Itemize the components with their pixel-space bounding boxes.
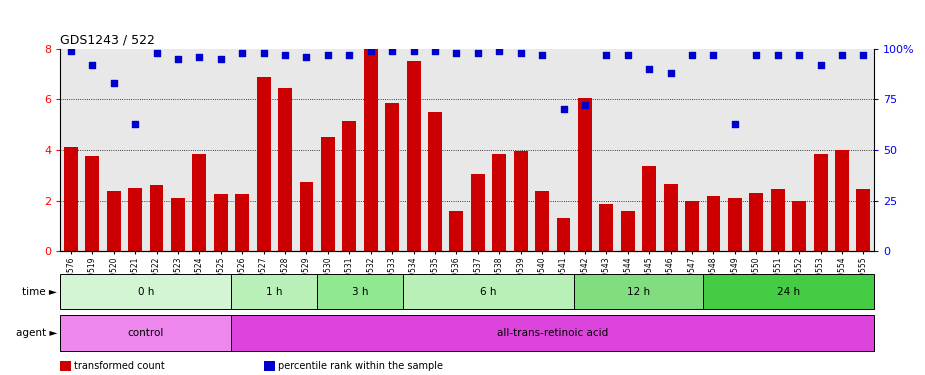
Point <box>427 48 442 54</box>
Text: percentile rank within the sample: percentile rank within the sample <box>278 361 442 371</box>
Bar <box>578 98 592 251</box>
Bar <box>642 166 656 251</box>
Text: all-trans-retinoic acid: all-trans-retinoic acid <box>497 328 609 338</box>
Point <box>320 52 335 58</box>
Point <box>813 62 828 68</box>
Bar <box>707 196 721 251</box>
Bar <box>64 147 78 251</box>
Point <box>278 52 292 58</box>
Bar <box>106 190 120 251</box>
Text: GDS1243 / 522: GDS1243 / 522 <box>60 33 155 46</box>
Point <box>642 66 657 72</box>
Bar <box>407 62 421 251</box>
Bar <box>278 88 292 251</box>
Bar <box>317 274 403 309</box>
Text: 12 h: 12 h <box>627 286 650 297</box>
Bar <box>557 218 571 251</box>
Point <box>342 52 357 58</box>
Bar <box>342 121 356 251</box>
Bar <box>231 315 874 351</box>
Point <box>471 50 486 56</box>
Bar <box>536 190 549 251</box>
Bar <box>85 156 99 251</box>
Point <box>556 106 571 112</box>
Point <box>599 52 614 58</box>
Point <box>834 52 849 58</box>
Point <box>85 62 100 68</box>
Point <box>170 56 185 62</box>
Bar <box>60 274 231 309</box>
Bar <box>129 188 142 251</box>
Point <box>513 50 528 56</box>
Point <box>727 121 742 127</box>
Bar <box>403 274 574 309</box>
Bar <box>814 154 828 251</box>
Bar <box>231 274 317 309</box>
Bar <box>300 182 314 251</box>
Bar <box>321 137 335 251</box>
Bar <box>450 211 463 251</box>
Bar <box>235 194 249 251</box>
Bar <box>792 201 806 251</box>
Bar <box>599 204 613 251</box>
Text: 24 h: 24 h <box>777 286 800 297</box>
Point <box>749 52 764 58</box>
Bar <box>492 154 506 251</box>
Point <box>149 50 164 56</box>
Bar <box>471 174 485 251</box>
Text: agent ►: agent ► <box>16 328 57 338</box>
Point <box>385 48 400 54</box>
Bar <box>428 112 442 251</box>
Bar <box>256 76 271 251</box>
Point <box>406 48 421 54</box>
Text: 3 h: 3 h <box>352 286 368 297</box>
Point <box>192 54 207 60</box>
Text: 1 h: 1 h <box>266 286 282 297</box>
Bar <box>771 189 784 251</box>
Bar <box>749 193 763 251</box>
Point <box>621 52 635 58</box>
Text: 6 h: 6 h <box>480 286 497 297</box>
Point <box>106 80 121 86</box>
Bar <box>513 151 527 251</box>
Text: 0 h: 0 h <box>138 286 154 297</box>
Bar <box>192 154 206 251</box>
Bar <box>857 189 870 251</box>
Point <box>706 52 721 58</box>
Point <box>235 50 250 56</box>
Text: control: control <box>128 328 164 338</box>
Point <box>256 50 271 56</box>
Bar <box>835 150 849 251</box>
Point <box>856 52 870 58</box>
Bar <box>621 211 635 251</box>
Point <box>128 121 142 127</box>
Point <box>449 50 463 56</box>
Point <box>64 48 79 54</box>
Point <box>792 52 807 58</box>
Bar <box>214 194 228 251</box>
Bar <box>150 186 164 251</box>
Bar <box>171 198 185 251</box>
Bar <box>685 201 699 251</box>
Point <box>577 102 592 108</box>
Bar <box>364 49 377 251</box>
Bar <box>728 198 742 251</box>
Bar <box>574 274 703 309</box>
Point <box>535 52 549 58</box>
Text: time ►: time ► <box>22 286 57 297</box>
Point <box>771 52 785 58</box>
Bar <box>663 184 678 251</box>
Bar <box>703 274 874 309</box>
Text: transformed count: transformed count <box>74 361 165 371</box>
Point <box>214 56 228 62</box>
Point <box>684 52 699 58</box>
Bar <box>60 315 231 351</box>
Bar <box>385 103 399 251</box>
Point <box>492 48 507 54</box>
Point <box>364 48 378 54</box>
Point <box>663 70 678 76</box>
Point <box>299 54 314 60</box>
